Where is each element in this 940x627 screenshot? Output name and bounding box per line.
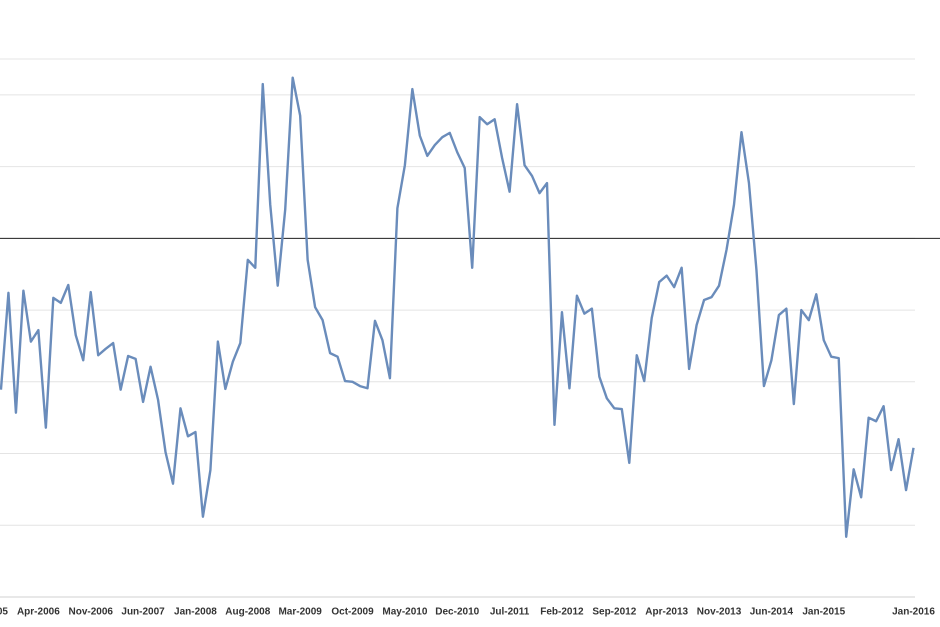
x-tick-label: Jul-2011	[490, 607, 530, 618]
x-tick-label: Sep-2012	[592, 607, 636, 618]
x-tick-label: Oct-2009	[331, 607, 374, 618]
data-line	[0, 76, 915, 538]
x-tick-label: Apr-2013	[645, 607, 688, 618]
x-tick-label: Mar-2009	[278, 607, 322, 618]
x-tick-label: Jan-2008	[174, 607, 217, 618]
x-tick-label: Jun-2007	[121, 607, 165, 618]
x-tick-label: Jun-2014	[750, 607, 794, 618]
x-tick-label: Sep-2005	[0, 607, 8, 618]
x-tick-label: Nov-2006	[68, 607, 113, 618]
x-tick-label: Feb-2012	[540, 607, 584, 618]
x-tick-label: Dec-2010	[435, 607, 479, 618]
x-tick-label: Nov-2013	[697, 607, 742, 618]
x-tick-label: Jan-2016	[892, 607, 935, 618]
x-tick-label: May-2010	[382, 607, 427, 618]
x-tick-label: Apr-2006	[17, 607, 60, 618]
x-tick-label: Aug-2008	[225, 607, 270, 618]
x-tick-label: Jan-2015	[802, 607, 845, 618]
